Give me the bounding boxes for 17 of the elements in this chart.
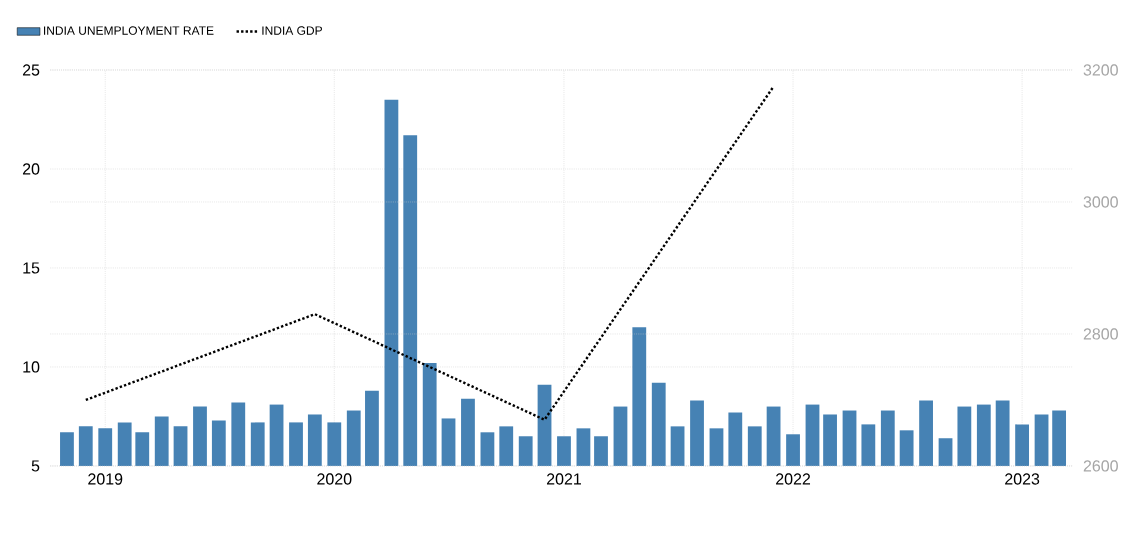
x-tick-label: 2022	[776, 473, 811, 485]
x-tick-label: 2020	[317, 473, 352, 485]
y2-tick-label: 2800	[1083, 328, 1118, 340]
x-tick-label: 2021	[546, 473, 581, 485]
y-tick-label: 20	[22, 163, 40, 175]
y-tick-label: 25	[22, 64, 40, 76]
y2-tick-label: 3000	[1083, 196, 1118, 208]
y2-tick-label: 2600	[1083, 460, 1118, 472]
legend-label: INDIA UNEMPLOYMENT RATE	[44, 26, 214, 35]
y-tick-label: 15	[23, 262, 40, 274]
x-tick-label: 2023	[1005, 473, 1040, 485]
line-series	[84, 85, 775, 421]
x-tick-label: 2019	[88, 473, 123, 485]
legend-label: INDIA GDP	[262, 26, 322, 35]
y-tick-label: 5	[31, 460, 40, 472]
y2-tick-label: 3200	[1083, 64, 1118, 76]
y-tick-label: 10	[23, 361, 40, 373]
